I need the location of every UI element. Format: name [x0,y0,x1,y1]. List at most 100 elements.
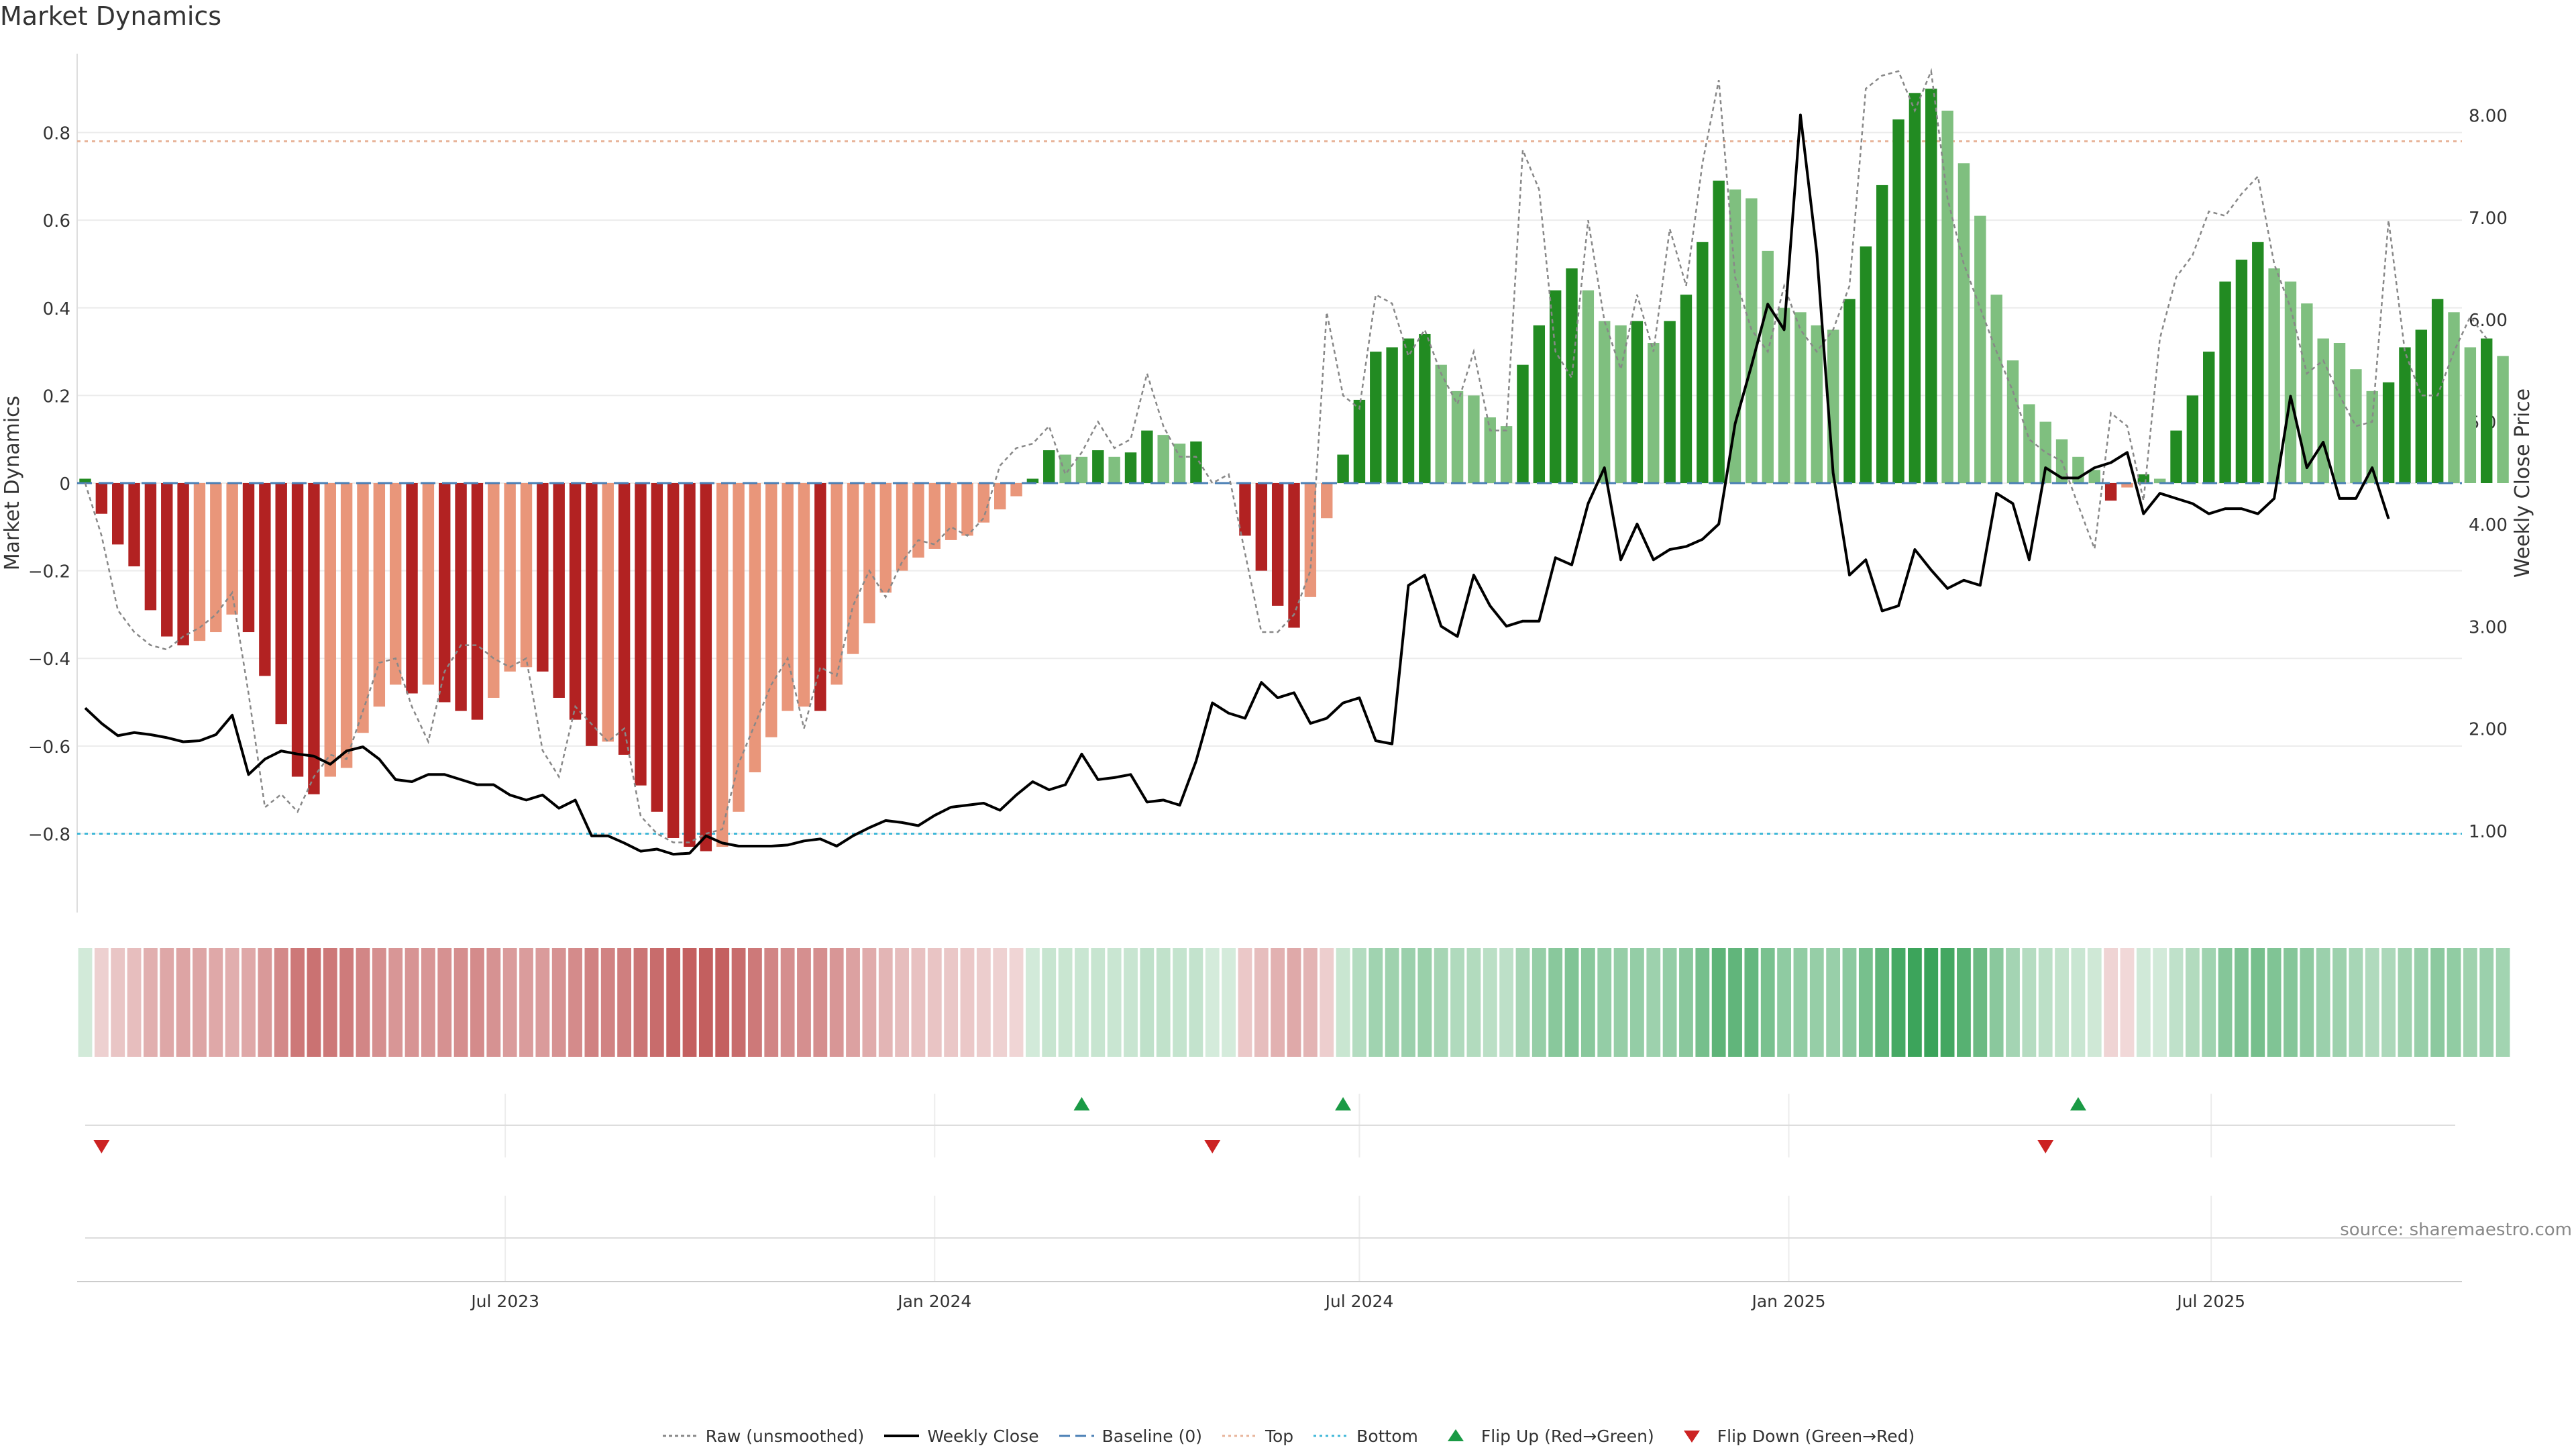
legend-swatch-flip-up [1447,1429,1464,1441]
heatmap-cell [453,948,468,1057]
market-dynamics-bar [733,483,745,812]
market-dynamics-bar [716,483,729,847]
heatmap-cell [1222,948,1236,1057]
market-dynamics-bar [406,483,418,694]
market-dynamics-bar [2480,338,2493,483]
market-dynamics-bar [2252,242,2264,483]
market-dynamics-bar [1990,295,2002,483]
market-dynamics-bar [1925,89,1937,484]
heatmap-cell [2235,948,2249,1057]
heatmap-cell [1515,948,1530,1057]
y-right-tick-label: 2.00 [2469,720,2508,740]
heatmap-cell [372,948,386,1057]
y-right-tick-label: 7.00 [2469,209,2508,229]
market-dynamics-bar [1059,454,1071,483]
heatmap-cell [2022,948,2037,1057]
market-dynamics-bar [1386,347,1398,483]
heatmap-cell [1238,948,1252,1057]
market-dynamics-bar [684,483,696,847]
market-dynamics-bar [455,483,467,711]
market-dynamics-bar [471,483,484,720]
heatmap-cell [862,948,877,1057]
market-dynamics-bar [128,483,140,567]
heatmap-cell [2087,948,2102,1057]
market-dynamics-bar [847,483,859,654]
heatmap-cell [993,948,1008,1057]
raw-series-line [84,68,2487,843]
heatmap-cell [1630,948,1644,1057]
heatmap-cell [2398,948,2412,1057]
y-right-axis-label: Weekly Close Price [2511,388,2534,578]
heatmap-cell [1483,948,1497,1057]
market-dynamics-bar [2497,356,2509,483]
heatmap-cell [1728,948,1742,1057]
market-dynamics-bar [1860,246,1872,483]
source-label: source: sharemaestro.com [2340,1220,2572,1240]
market-dynamics-bar [1435,364,1447,483]
heatmap-cell [2136,948,2151,1057]
heatmap-cell [682,948,697,1057]
market-dynamics-bar [2006,360,2019,483]
heatmap-cell [1466,948,1481,1057]
heatmap-cell [568,948,582,1057]
heatmap-cell [1205,948,1220,1057]
heatmap-cell [1858,948,1873,1057]
market-dynamics-bar [2186,395,2199,483]
heatmap-cell [405,948,419,1057]
market-dynamics-bar [504,483,516,672]
market-dynamics-bar [2153,478,2166,483]
market-dynamics-bar [1124,452,1137,483]
heatmap-cell [2267,948,2282,1057]
heatmap-cell [1875,948,1890,1057]
heatmap-cell [1417,948,1432,1057]
heatmap-cell [209,948,223,1057]
legend-item-flip-up: Flip Up (Red→Green) [1437,1427,1654,1446]
heatmap-cell [470,948,484,1057]
market-dynamics-bar [667,483,680,838]
legend-label: Bottom [1356,1426,1418,1446]
market-dynamics-bar [586,483,598,746]
market-dynamics-bar [242,483,255,633]
x-tick-label: Jan 2024 [896,1292,971,1311]
market-dynamics-bar [1892,119,1904,484]
legend-item-raw: Raw (unsmoothed) [661,1427,864,1446]
market-dynamics-bar [1599,321,1611,483]
heatmap-cell [2316,948,2330,1057]
market-dynamics-bar [1680,295,1693,483]
x-tick-label: Jan 2025 [1750,1292,1825,1311]
heatmap-cell [1009,948,1024,1057]
heatmap-cell [1989,948,2004,1057]
market-dynamics-bar [193,483,206,641]
market-dynamics-bar [2039,421,2051,483]
market-dynamics-bar [700,483,712,851]
market-dynamics-bar [2431,299,2444,483]
heatmap-cell [846,948,860,1057]
heatmap-cell [715,948,730,1057]
market-dynamics-bar [161,483,173,637]
market-dynamics-bar [798,483,810,707]
heatmap-cell [193,948,207,1057]
y-right-tick-label: 3.00 [2469,617,2508,637]
flip-up-marker [1073,1097,1090,1110]
y-tick-label: 0.8 [43,124,70,144]
heatmap-cell [2153,948,2167,1057]
heatmap-cell [633,948,648,1057]
heatmap-cell [307,948,321,1057]
market-dynamics-bar [1582,290,1595,483]
market-dynamics-bar [275,483,287,725]
legend-item-baseline: Baseline (0) [1058,1427,1202,1446]
heatmap-cell [2349,948,2363,1057]
market-dynamics-bar [1321,483,1333,519]
market-dynamics-bar [2382,382,2395,483]
market-dynamics-bar [177,483,189,645]
heatmap-cell [1809,948,1824,1057]
market-dynamics-bar [2268,268,2280,483]
heatmap-cell [1434,948,1448,1057]
market-dynamics-bar [2448,312,2460,483]
heatmap-cell [2120,948,2135,1057]
heatmap-cell [927,948,942,1057]
heatmap-cell [339,948,354,1057]
heatmap-cell [2300,948,2314,1057]
heatmap-cell [1320,948,1334,1057]
